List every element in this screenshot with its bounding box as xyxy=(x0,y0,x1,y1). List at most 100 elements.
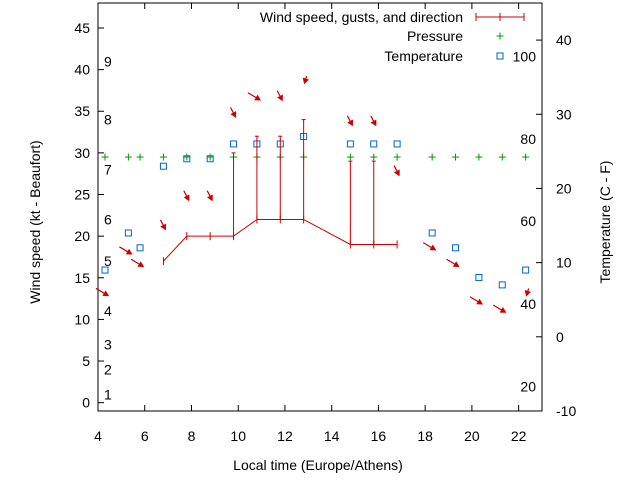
wind-speed-line xyxy=(163,218,398,262)
temperature-point xyxy=(393,140,401,148)
left-tick-label: 35 xyxy=(74,103,90,119)
x-tick-label: 16 xyxy=(371,428,387,444)
temperature-point xyxy=(428,229,436,237)
left-tick-label: 0 xyxy=(82,395,90,411)
left-tick-label: 20 xyxy=(74,228,90,244)
x-tick-label: 18 xyxy=(417,428,433,444)
fahrenheit-scale: 20 40 60 80 100 xyxy=(513,48,537,394)
beaufort-label: 8 xyxy=(104,112,112,128)
beaufort-label: 1 xyxy=(104,386,112,402)
legend: Wind speed, gusts, and direction Pressur… xyxy=(260,9,525,64)
left-tick-label: 30 xyxy=(74,145,90,161)
wind-direction-arrow xyxy=(302,75,309,85)
fahrenheit-label: 60 xyxy=(520,213,536,229)
pressure-series xyxy=(101,153,530,161)
pressure-point xyxy=(428,153,436,161)
temperature-point xyxy=(452,244,460,252)
left-axis-ticks: 0 5 10 15 20 25 30 35 40 45 xyxy=(74,20,104,411)
wind-direction-arrow xyxy=(95,287,110,297)
pressure-point xyxy=(101,153,109,161)
x-tick-label: 22 xyxy=(511,428,527,444)
right-tick-label: 10 xyxy=(556,255,572,271)
legend-swatches xyxy=(475,13,525,60)
pressure-point xyxy=(136,153,144,161)
left-tick-label: 40 xyxy=(74,62,90,78)
legend-label-wind: Wind speed, gusts, and direction xyxy=(260,9,463,25)
x-tick-label: 14 xyxy=(324,428,340,444)
x-tick-label: 12 xyxy=(277,428,293,444)
right-tick-label: 0 xyxy=(556,329,564,345)
temperature-point xyxy=(522,266,530,274)
right-tick-label: 40 xyxy=(556,32,572,48)
plot-border xyxy=(97,2,543,412)
temperature-point xyxy=(498,281,506,289)
pressure-point xyxy=(370,153,378,161)
wind-direction-arrow xyxy=(183,190,190,202)
pressure-point xyxy=(346,153,354,161)
x-tick-label: 4 xyxy=(94,428,102,444)
pressure-point xyxy=(522,153,530,161)
temperature-point xyxy=(206,155,214,163)
x-axis-label: Local time (Europe/Athens) xyxy=(233,457,403,473)
temperature-point xyxy=(370,140,378,148)
right-axis-ticks: -10 0 10 20 30 40 xyxy=(536,32,576,419)
beaufort-scale: 1 2 3 4 5 6 7 8 9 xyxy=(104,53,112,402)
wind-direction-arrow xyxy=(422,242,437,251)
wind-direction-arrow xyxy=(469,296,484,305)
pressure-point xyxy=(183,153,191,161)
temperature-point xyxy=(124,229,132,237)
beaufort-label: 4 xyxy=(104,303,112,319)
temperature-series xyxy=(101,133,530,289)
wind-direction-arrow xyxy=(130,258,145,268)
pressure-point xyxy=(452,153,460,161)
pressure-point xyxy=(124,153,132,161)
left-tick-label: 5 xyxy=(82,353,90,369)
temperature-point xyxy=(230,140,238,148)
legend-label-pressure: Pressure xyxy=(407,28,463,44)
wind-direction-arrow xyxy=(370,115,377,127)
left-tick-label: 15 xyxy=(74,270,90,286)
x-tick-label: 8 xyxy=(188,428,196,444)
wind-direction-arrow xyxy=(346,115,353,127)
wind-direction-arrow xyxy=(119,246,133,255)
beaufort-label: 6 xyxy=(104,211,112,227)
right-tick-label: -10 xyxy=(556,403,576,419)
legend-label-temperature: Temperature xyxy=(384,48,463,64)
temperature-point xyxy=(183,155,191,163)
temperature-point xyxy=(101,266,109,274)
fahrenheit-label: 20 xyxy=(520,379,536,395)
wind-direction-arrow xyxy=(247,92,262,101)
beaufort-label: 3 xyxy=(104,336,112,352)
beaufort-label: 7 xyxy=(104,162,112,178)
temperature-point xyxy=(159,162,167,170)
left-tick-label: 10 xyxy=(74,311,90,327)
wind-direction-arrows xyxy=(95,75,531,313)
fahrenheit-label: 40 xyxy=(520,296,536,312)
temperature-point xyxy=(136,244,144,252)
right-tick-label: 20 xyxy=(556,180,572,196)
beaufort-label: 9 xyxy=(104,53,112,69)
pressure-point xyxy=(475,153,483,161)
legend-swatch-temperature xyxy=(496,52,504,60)
x-tick-label: 10 xyxy=(230,428,246,444)
wind-direction-arrow xyxy=(492,304,507,313)
wind-direction-arrow xyxy=(524,288,531,297)
fahrenheit-label: 80 xyxy=(520,131,536,147)
beaufort-label: 2 xyxy=(104,361,112,377)
x-axis-ticks: 4 6 8 10 12 14 16 18 20 22 xyxy=(94,3,527,444)
axes-frame xyxy=(97,2,543,412)
y-axis-label-left: Wind speed (kt - Beaufort) xyxy=(27,140,43,303)
temperature-point xyxy=(475,273,483,281)
wind-direction-arrow xyxy=(230,107,237,118)
wind-direction-arrow xyxy=(159,219,167,231)
wind-series xyxy=(162,119,398,266)
fahrenheit-label: 100 xyxy=(513,48,537,64)
pressure-point xyxy=(498,153,506,161)
left-tick-label: 25 xyxy=(74,187,90,203)
wind-direction-arrow xyxy=(393,165,400,177)
y-axis-label-right: Temperature (C - F) xyxy=(597,161,613,284)
x-tick-label: 6 xyxy=(141,428,149,444)
temperature-point xyxy=(346,140,354,148)
pressure-point xyxy=(393,153,401,161)
